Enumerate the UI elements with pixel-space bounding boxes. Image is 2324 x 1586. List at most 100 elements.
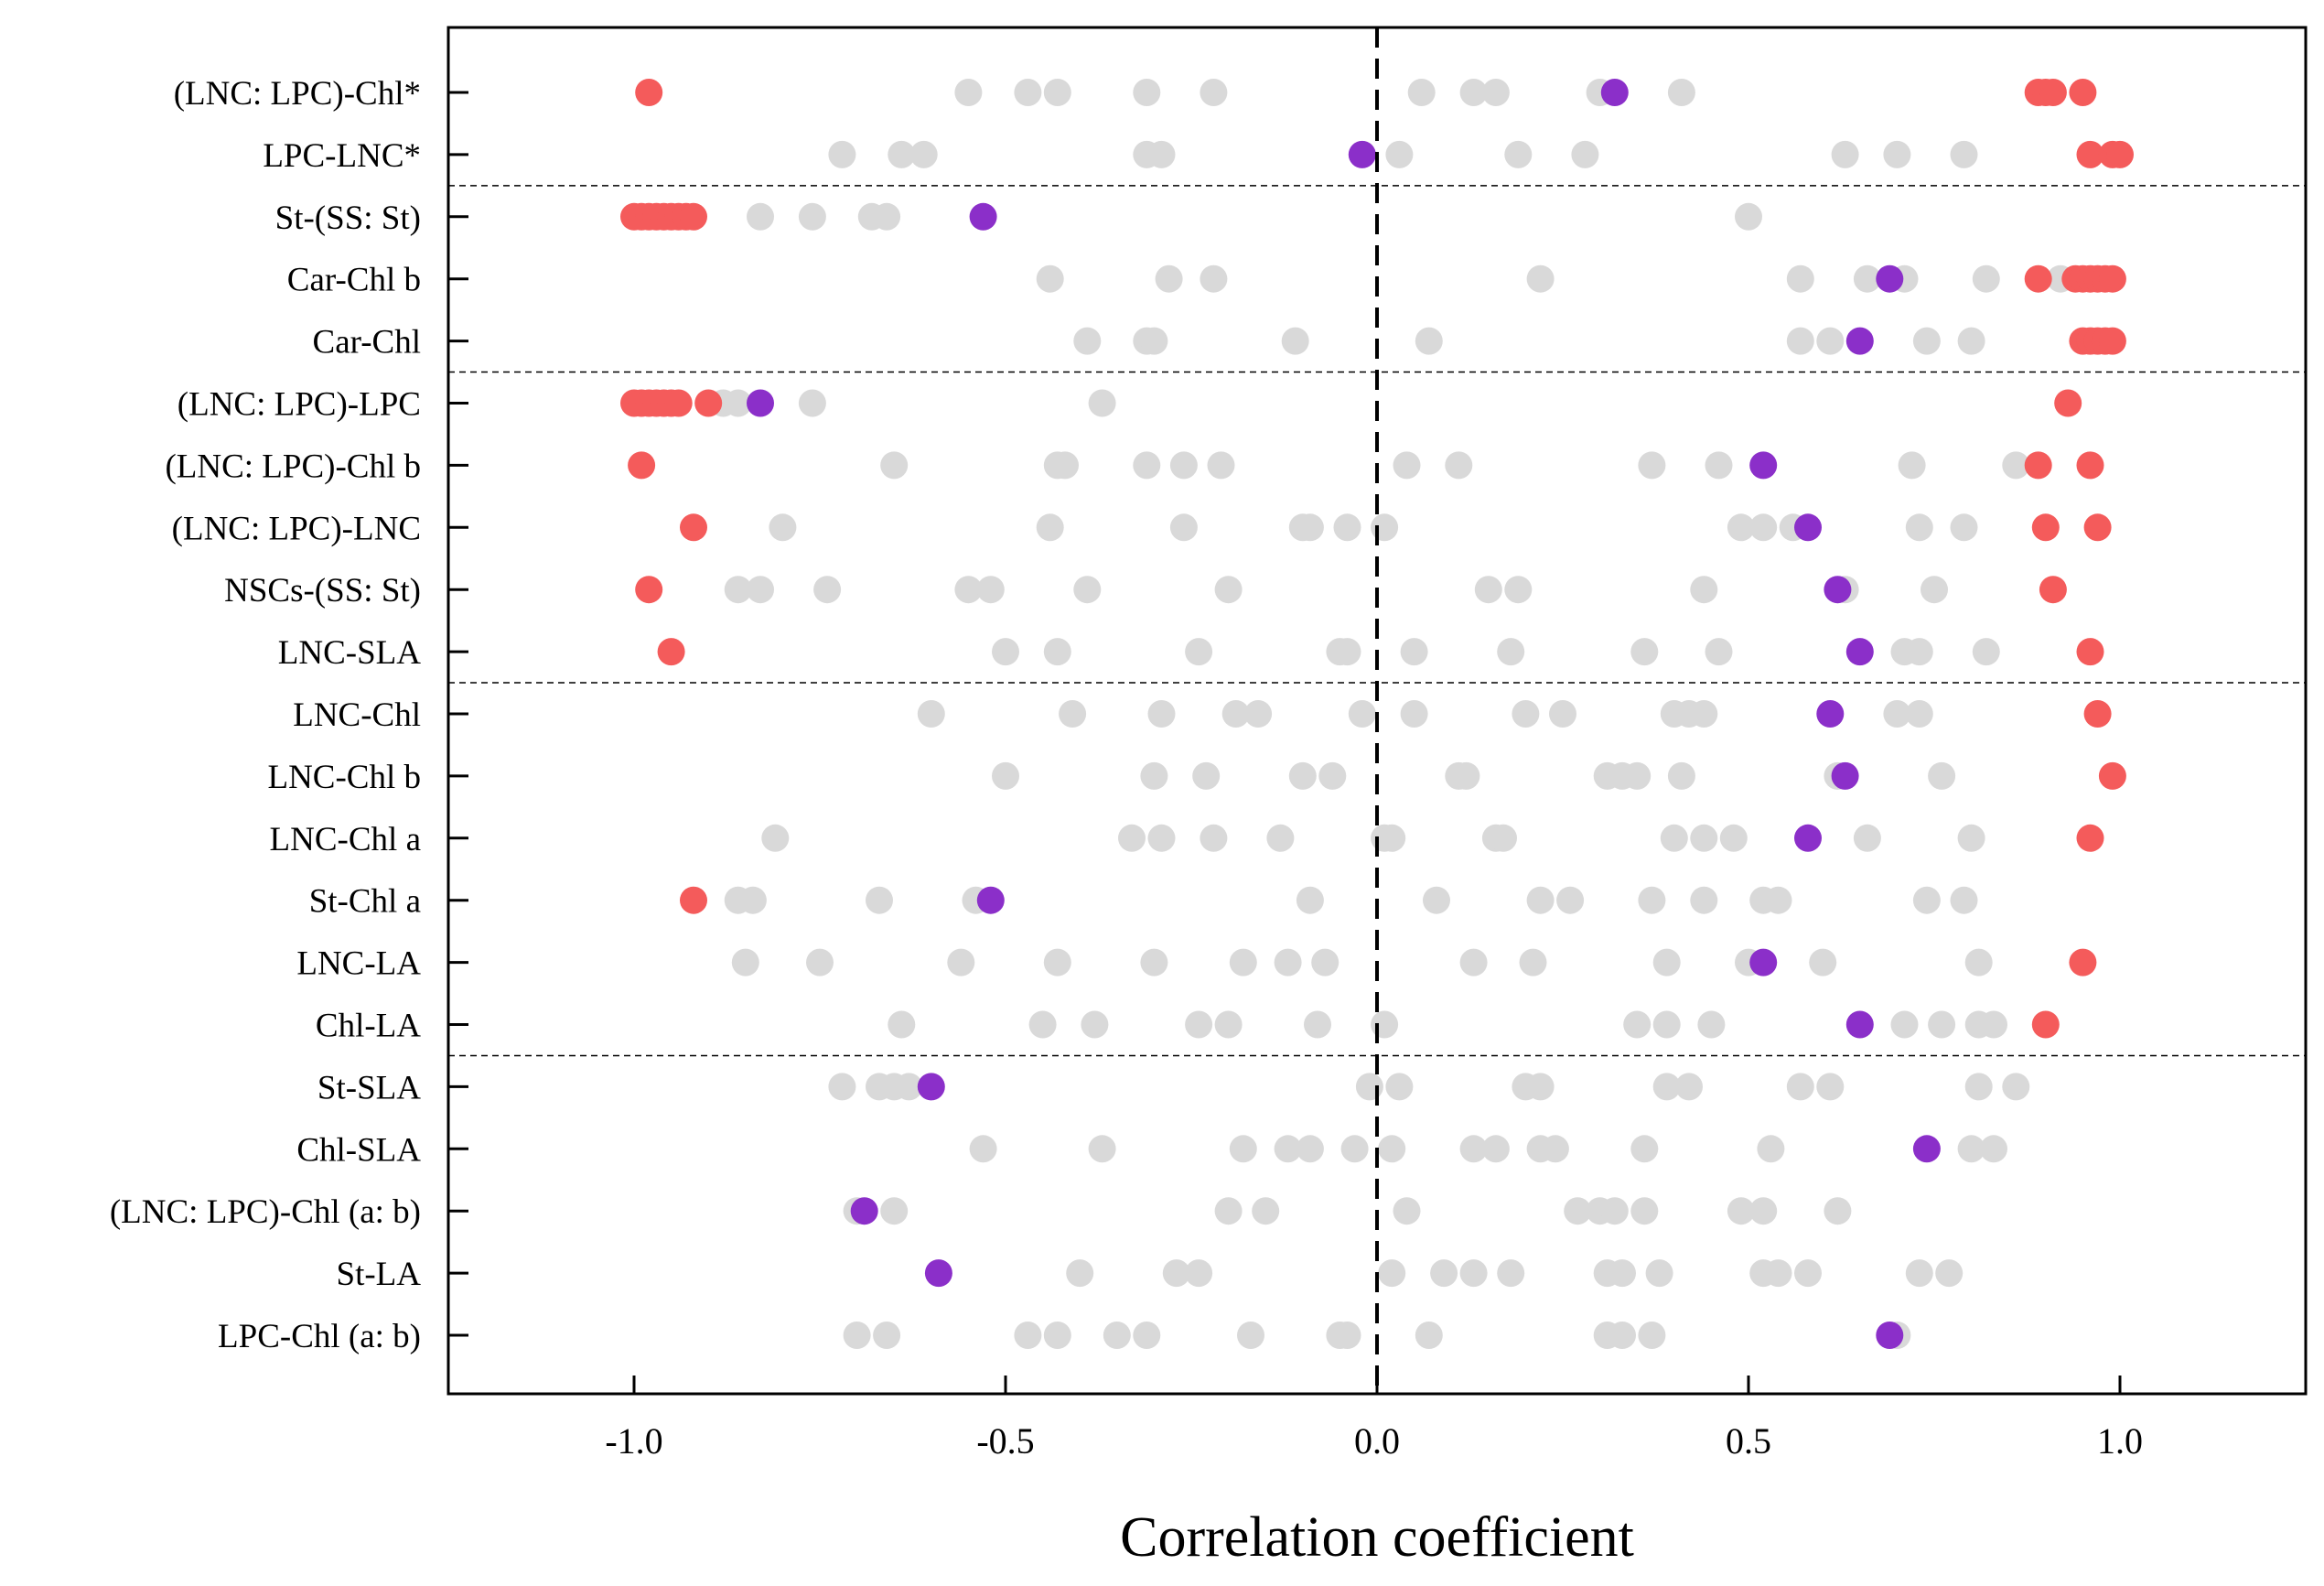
data-point-extreme [2076,824,2104,852]
x-tick-label: 0.5 [1726,1420,1771,1462]
data-point-grey [1609,1322,1636,1349]
data-point-grey [1400,700,1428,728]
data-point-grey [1043,638,1071,666]
y-category-label: St-LA [337,1256,422,1293]
data-point-grey [873,202,901,231]
data-point-grey [1690,700,1718,728]
data-point-extreme [2076,451,2104,480]
data-point-grey [1549,700,1576,728]
data-point-grey [1459,948,1488,976]
data-point-grey [1526,886,1555,914]
data-point-grey [1667,79,1695,106]
data-point-grey [1185,1010,1213,1039]
data-point-grey [1333,1322,1361,1349]
data-point-highlight [917,1073,945,1101]
data-point-grey [1200,264,1228,293]
data-point-grey [1630,638,1659,666]
data-point-grey [1853,264,1881,293]
data-point-grey [947,948,975,976]
data-point-grey [1912,327,1941,355]
data-point-extreme [2031,1010,2060,1039]
data-point-extreme [694,389,723,417]
data-point-grey [888,1010,916,1039]
data-point-grey [1623,1010,1652,1039]
data-point-grey [1623,761,1652,790]
data-point-extreme [2054,389,2082,417]
data-point-grey [1912,886,1941,914]
data-point-grey [1474,576,1502,604]
data-point-grey [1014,1322,1042,1349]
data-point-highlight [850,1197,878,1225]
data-point-grey [1957,1135,1985,1163]
data-point-grey [1340,1135,1369,1163]
data-point-grey [1831,140,1859,168]
data-point-grey [1073,576,1102,604]
data-point-highlight [1876,264,1904,293]
data-point-grey [917,700,945,728]
data-point-grey [1905,513,1933,542]
data-point-extreme [2083,700,2112,728]
data-point-grey [1481,1135,1510,1163]
data-point-grey [1133,79,1161,106]
y-category-label: Car-Chl [313,324,421,361]
data-point-grey [1972,638,2000,666]
data-point-grey [769,513,797,542]
y-category-label: LNC-Chl b [267,759,421,796]
data-point-grey [1393,451,1421,480]
y-category-label: (LNC: LPC)-Chl (a: b) [110,1193,421,1231]
data-point-extreme [680,202,707,231]
data-point-grey [1229,948,1257,976]
data-point-extreme [2024,451,2052,480]
data-point-grey [1890,1010,1919,1039]
data-point-grey [1237,1322,1264,1349]
data-point-grey [1452,761,1480,790]
data-point-highlight [1794,513,1822,542]
data-point-grey [1749,1197,1778,1225]
data-point-grey [1214,1010,1243,1039]
data-point-extreme [2098,264,2126,293]
data-point-grey [1950,140,1978,168]
data-point-grey [1675,1073,1703,1101]
reference-lines [448,27,2306,1394]
data-point-grey [1816,327,1845,355]
data-point-grey [1281,327,1309,355]
data-point-grey [969,1135,997,1163]
y-category-label: (LNC: LPC)-Chl* [174,75,421,113]
data-point-highlight [1845,327,1874,355]
data-point-grey [909,140,938,168]
data-point-grey [1088,1135,1116,1163]
y-category-label: LNC-LA [296,945,421,983]
data-point-grey [1296,886,1324,914]
data-point-grey [731,948,759,976]
data-point-grey [1786,327,1814,355]
data-point-grey [798,389,826,417]
data-point-highlight [1816,700,1845,728]
data-point-grey [1252,1197,1280,1225]
data-point-grey [1957,327,1985,355]
data-point-grey [1147,700,1176,728]
data-point-grey [1378,824,1406,852]
y-category-label: Chl-SLA [296,1131,421,1169]
data-point-grey [798,202,826,231]
data-point-grey [1304,1010,1331,1039]
data-point-grey [1526,1073,1555,1101]
data-point-grey [1928,761,1956,790]
data-point-grey [1972,264,2000,293]
data-point-highlight [1912,1135,1941,1163]
data-point-grey [1118,824,1146,852]
data-point-extreme [680,513,707,542]
data-point-extreme [2083,513,2112,542]
data-point-grey [1690,576,1718,604]
data-point-grey [1244,700,1273,728]
data-point-grey [1727,1197,1755,1225]
data-point-grey [1600,1197,1629,1225]
x-tick-label: -0.5 [976,1420,1034,1462]
data-point-grey [1935,1259,1964,1288]
data-point-highlight [1845,638,1874,666]
data-point-extreme [680,886,707,914]
data-point-grey [1043,1322,1071,1349]
data-point-grey [724,576,752,604]
data-point-extreme [657,638,685,666]
data-point-grey [1757,1135,1785,1163]
